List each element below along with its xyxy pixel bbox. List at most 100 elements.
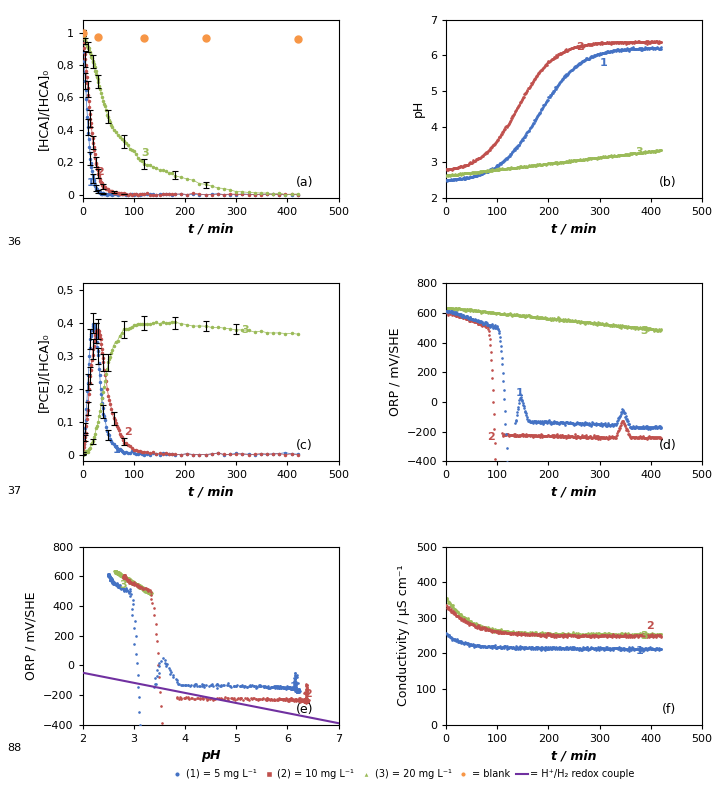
Point — [104, 569, 115, 582]
Point — [634, 42, 645, 55]
Point — [618, 628, 629, 641]
Point — [296, 695, 307, 707]
Point — [555, 416, 567, 428]
Point — [538, 642, 549, 655]
Point — [513, 161, 525, 173]
Point — [531, 629, 543, 642]
Point — [593, 152, 604, 165]
Point — [611, 319, 623, 332]
Point — [642, 42, 654, 55]
Point — [644, 627, 656, 640]
Point — [511, 141, 523, 154]
Point — [550, 641, 562, 653]
Point — [578, 40, 590, 52]
Point — [443, 163, 454, 176]
Point — [459, 636, 470, 649]
Point — [623, 630, 634, 642]
Point — [125, 574, 136, 587]
Point — [452, 302, 464, 314]
Point — [595, 417, 607, 429]
Point — [127, 604, 138, 616]
Point — [628, 41, 639, 54]
Point — [545, 54, 557, 67]
Point — [598, 432, 610, 444]
Point — [456, 161, 468, 173]
Point — [148, 602, 160, 615]
Point — [126, 576, 138, 588]
Point — [442, 594, 454, 607]
Point — [135, 581, 147, 593]
Point — [572, 154, 583, 166]
Point — [562, 314, 573, 326]
Point — [646, 642, 657, 655]
Point — [464, 170, 475, 183]
Point — [605, 37, 616, 50]
Point — [182, 692, 194, 705]
Point — [453, 303, 464, 315]
Point — [566, 627, 577, 640]
Point — [650, 420, 662, 432]
Point — [485, 165, 496, 177]
Point — [508, 626, 520, 639]
Point — [608, 431, 620, 444]
Point — [602, 150, 613, 163]
Point — [492, 641, 504, 653]
Point — [585, 431, 597, 444]
Point — [444, 306, 456, 318]
Point — [564, 43, 576, 55]
Point — [502, 626, 513, 639]
Point — [614, 35, 626, 48]
Point — [531, 112, 542, 124]
Point — [589, 417, 600, 430]
Point — [567, 431, 579, 444]
Point — [471, 305, 482, 318]
Point — [505, 308, 516, 321]
Point — [484, 624, 495, 637]
Point — [600, 629, 611, 642]
Point — [558, 642, 570, 655]
Point — [123, 574, 135, 587]
Point — [500, 121, 511, 134]
Point — [484, 163, 495, 176]
Point — [451, 308, 463, 321]
Point — [630, 36, 642, 48]
Point — [120, 585, 132, 598]
Point — [171, 691, 183, 703]
Point — [459, 303, 470, 315]
Point — [494, 626, 505, 638]
Point — [104, 571, 115, 584]
Point — [291, 684, 302, 697]
Point — [456, 166, 468, 179]
Point — [456, 161, 468, 173]
Point — [590, 152, 602, 165]
Point — [110, 565, 122, 578]
Point — [151, 664, 163, 676]
Point — [525, 416, 536, 428]
Point — [591, 630, 603, 642]
Point — [585, 630, 597, 643]
Point — [634, 322, 646, 335]
Point — [481, 623, 492, 635]
Point — [523, 122, 535, 135]
Point — [300, 695, 311, 707]
Point — [112, 565, 124, 578]
Point — [512, 626, 523, 639]
Point — [132, 579, 143, 592]
Point — [302, 693, 313, 706]
Point — [615, 322, 626, 334]
Point — [130, 577, 141, 590]
Point — [647, 642, 659, 655]
Point — [215, 679, 227, 691]
Point — [493, 641, 505, 653]
Point — [134, 579, 145, 592]
Point — [289, 694, 300, 706]
Point — [510, 140, 522, 153]
Point — [459, 311, 470, 324]
Point — [649, 420, 661, 432]
Point — [595, 629, 607, 642]
Point — [463, 639, 474, 652]
Point — [536, 158, 547, 171]
Point — [619, 627, 631, 640]
Point — [540, 312, 552, 325]
Point — [634, 430, 646, 443]
